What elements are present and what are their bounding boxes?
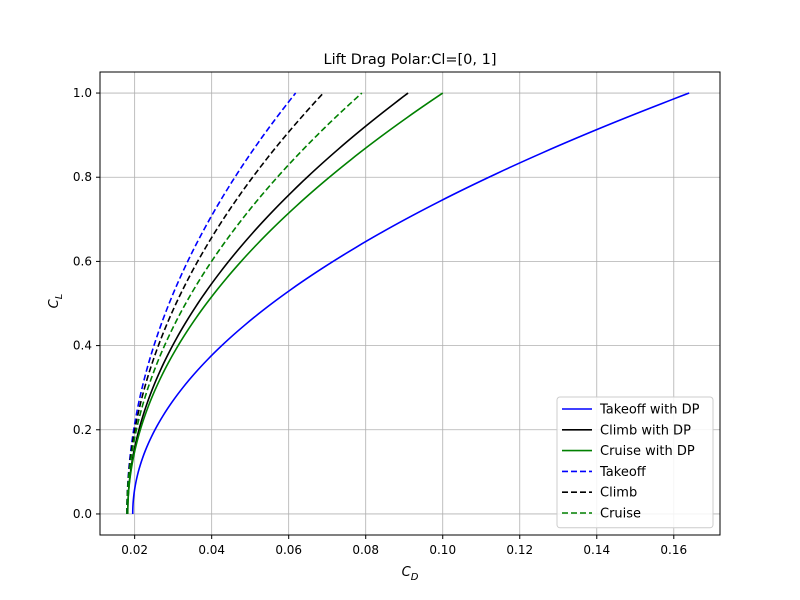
plot-frame	[99, 71, 721, 536]
chart-title: Lift Drag Polar:Cl=[0, 1]	[324, 52, 497, 68]
series-line-climb	[126, 92, 324, 514]
y-axis-title-sub: L	[54, 294, 65, 300]
y-tick-label: 0.2	[73, 423, 92, 437]
series-line-takeoff-with-dp	[131, 92, 690, 514]
x-tick-label: 0.06	[275, 543, 302, 557]
plot-area: 0.02 0.04 0.06 0.08 0.10 0.12 0.14 0.16 0.0 0.2 0.…	[73, 71, 721, 557]
legend-label: Cruise with DP	[600, 444, 695, 459]
y-tick-label: 1.0	[73, 86, 92, 100]
x-tick-label: 0.14	[583, 543, 610, 557]
x-tick-label: 0.02	[121, 543, 148, 557]
y-tick-label: 0.8	[73, 170, 92, 184]
x-tick-label: 0.12	[506, 543, 533, 557]
series-line-climb-with-dp	[126, 92, 409, 514]
series-line-cruise	[126, 92, 363, 514]
x-axis-title: CD	[402, 565, 419, 583]
legend-box	[556, 396, 714, 529]
y-tick-label: 0.4	[73, 339, 92, 353]
x-tick-label: 0.10	[429, 543, 456, 557]
legend-label: Takeoff with DP	[599, 403, 700, 418]
y-axis-title: CL	[47, 294, 65, 309]
x-axis-title-base: C	[402, 565, 412, 580]
legend-label: Cruise	[600, 507, 641, 522]
legend: Takeoff with DP Climb with DP Cruise with …	[556, 396, 714, 529]
series-line-cruise-with-dp	[126, 92, 444, 514]
x-tick-label: 0.08	[352, 543, 379, 557]
x-tick-label: 0.04	[198, 543, 225, 557]
legend-label: Climb with DP	[600, 423, 691, 438]
x-axis-title-sub: D	[411, 572, 419, 583]
x-tick-label: 0.16	[660, 543, 687, 557]
y-axis-title-base: C	[47, 298, 62, 308]
y-tick-label: 0.6	[73, 254, 92, 268]
legend-label: Takeoff	[599, 465, 647, 480]
y-tick-label: 0.0	[73, 507, 92, 521]
legend-label: Climb	[600, 486, 637, 501]
